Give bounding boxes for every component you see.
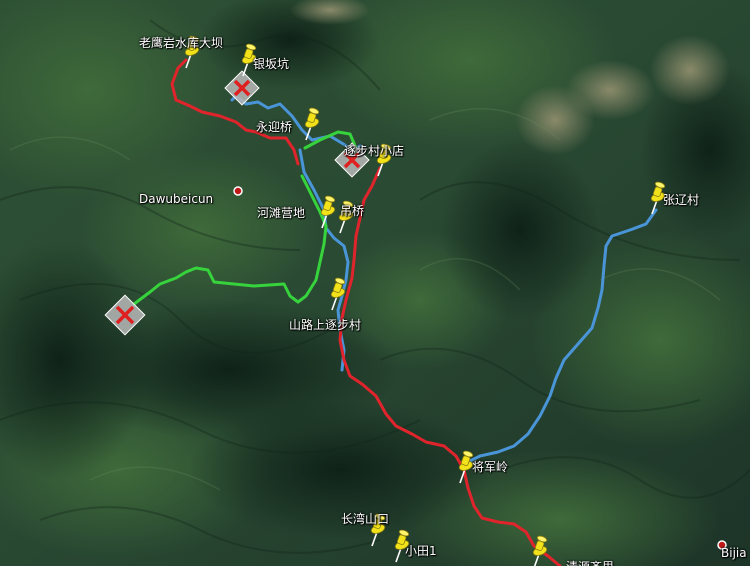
place-dot-icon[interactable]	[717, 540, 727, 550]
place-label[interactable]: Bijia	[721, 546, 747, 560]
pin-label[interactable]: 吊桥	[340, 204, 365, 218]
blue-route-track[interactable]	[230, 94, 362, 152]
pin-label[interactable]: 银坂坑	[253, 57, 290, 71]
red-route-track[interactable]	[170, 58, 300, 166]
pin-label[interactable]: 山路上逐步村	[289, 318, 362, 332]
closed-marker-icon[interactable]	[224, 70, 260, 106]
pin-label[interactable]: 小田1	[405, 544, 437, 558]
pin-label[interactable]: 河滩营地	[257, 206, 306, 220]
pushpin-icon[interactable]	[329, 276, 347, 311]
pin-label[interactable]: 将军岭	[472, 460, 509, 474]
pin-label[interactable]: 逐步村小店	[344, 144, 405, 158]
closed-marker-icon[interactable]	[334, 142, 370, 178]
green-route-track[interactable]	[296, 174, 328, 304]
pushpin-icon[interactable]	[303, 106, 321, 141]
pushpin-icon[interactable]	[531, 534, 549, 566]
pin-label[interactable]: 老鹰岩水库大坝	[139, 36, 224, 50]
place-label[interactable]: Dawubeicun	[139, 192, 214, 206]
pin-label[interactable]: 长湾山口	[341, 512, 390, 526]
green-route-track[interactable]	[132, 266, 300, 306]
blue-route-track[interactable]	[298, 148, 350, 372]
place-dot-icon[interactable]	[233, 186, 243, 196]
pin-label[interactable]: 永迎桥	[256, 120, 293, 134]
blue-route-zhangliao[interactable]	[466, 208, 658, 464]
pushpin-icon[interactable]	[319, 194, 337, 229]
red-route-track[interactable]	[338, 166, 562, 566]
closed-marker-icon[interactable]	[104, 294, 146, 336]
pin-label[interactable]: 张辽村	[663, 193, 700, 207]
pin-label[interactable]: 清源齐里	[566, 560, 614, 566]
